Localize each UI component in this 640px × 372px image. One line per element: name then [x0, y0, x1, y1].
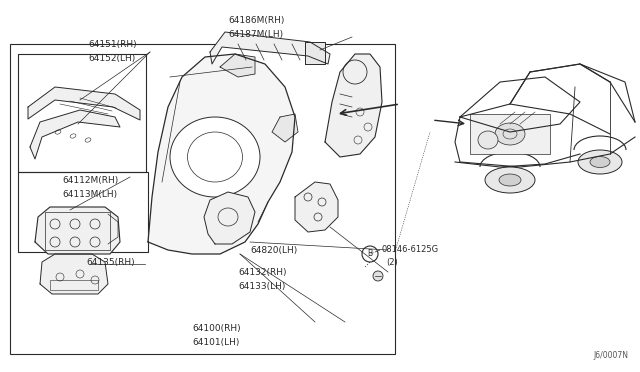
Text: 64135(RH): 64135(RH)	[86, 257, 134, 266]
Text: (2): (2)	[386, 257, 397, 266]
Text: 64133(LH): 64133(LH)	[238, 282, 285, 291]
Text: 64113M(LH): 64113M(LH)	[62, 189, 117, 199]
Text: B: B	[367, 250, 372, 259]
Ellipse shape	[590, 157, 610, 167]
Bar	[18, 172, 148, 252]
Polygon shape	[325, 54, 382, 157]
Ellipse shape	[478, 131, 498, 149]
Circle shape	[373, 271, 383, 281]
Text: 64151(RH): 64151(RH)	[88, 39, 136, 48]
Ellipse shape	[499, 174, 521, 186]
Polygon shape	[35, 207, 120, 254]
Polygon shape	[220, 54, 255, 77]
Bar	[45, 212, 110, 250]
Text: 64101(LH): 64101(LH)	[192, 337, 239, 346]
Text: 64820(LH): 64820(LH)	[250, 246, 297, 254]
Bar	[10, 44, 395, 354]
Polygon shape	[28, 87, 140, 120]
Polygon shape	[204, 192, 255, 244]
Polygon shape	[295, 182, 338, 232]
Text: 64100(RH): 64100(RH)	[192, 324, 241, 333]
Text: 64186M(RH): 64186M(RH)	[228, 16, 284, 25]
Polygon shape	[272, 114, 298, 142]
Bar	[18, 54, 146, 172]
Ellipse shape	[578, 150, 622, 174]
Ellipse shape	[170, 117, 260, 197]
Polygon shape	[210, 32, 330, 64]
Polygon shape	[305, 42, 325, 64]
Circle shape	[362, 246, 378, 262]
Text: 64152(LH): 64152(LH)	[88, 54, 135, 62]
Text: 64132(RH): 64132(RH)	[238, 267, 287, 276]
Polygon shape	[40, 254, 108, 294]
Ellipse shape	[485, 167, 535, 193]
Bar	[50, 280, 98, 290]
Polygon shape	[148, 54, 295, 254]
Text: 08146-6125G: 08146-6125G	[381, 244, 438, 253]
Text: J6/0007N: J6/0007N	[593, 351, 628, 360]
Ellipse shape	[495, 123, 525, 145]
Text: 64187M(LH): 64187M(LH)	[228, 29, 283, 38]
Polygon shape	[30, 110, 120, 159]
Bar	[470, 114, 550, 154]
Text: 64112M(RH): 64112M(RH)	[62, 176, 118, 185]
